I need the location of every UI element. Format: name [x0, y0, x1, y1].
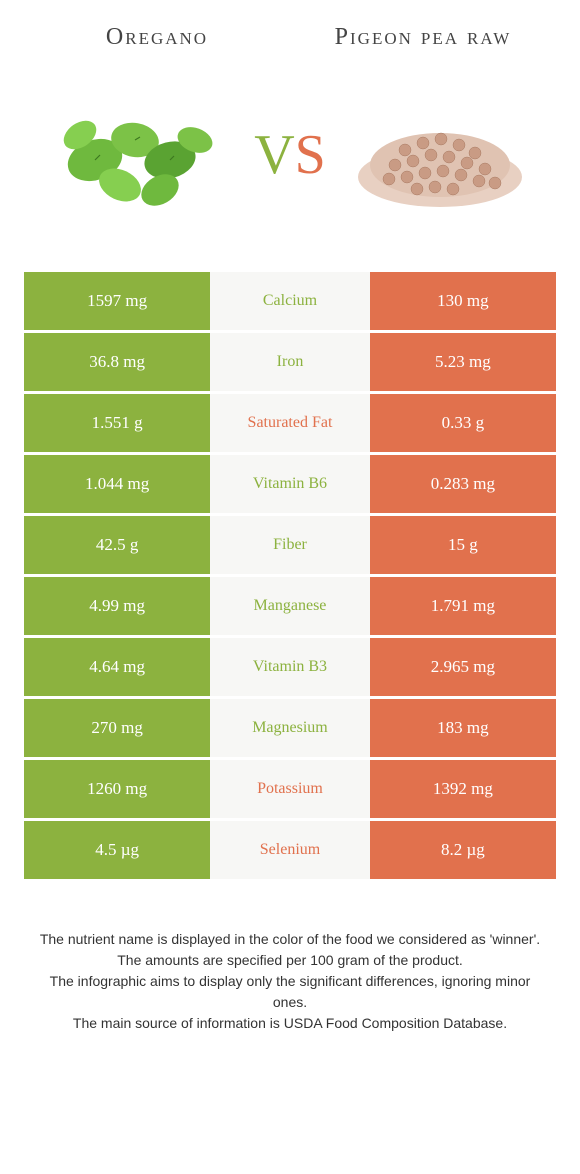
table-row: 1597 mgCalcium130 mg	[24, 272, 556, 330]
table-row: 4.5 µgSelenium8.2 µg	[24, 821, 556, 879]
footer-line: The amounts are specified per 100 gram o…	[34, 950, 546, 971]
nutrient-label: Saturated Fat	[210, 394, 370, 452]
footer-notes: The nutrient name is displayed in the co…	[24, 929, 556, 1034]
right-value: 15 g	[370, 516, 556, 574]
left-value: 42.5 g	[24, 516, 210, 574]
nutrient-label: Vitamin B6	[210, 455, 370, 513]
pigeon-pea-pile-icon	[358, 133, 522, 207]
nutrient-label: Fiber	[210, 516, 370, 574]
right-value: 183 mg	[370, 699, 556, 757]
table-row: 270 mgMagnesium183 mg	[24, 699, 556, 757]
vs-v: V	[254, 124, 294, 186]
left-value: 36.8 mg	[24, 333, 210, 391]
right-value: 0.33 g	[370, 394, 556, 452]
vs-s: S	[295, 124, 326, 186]
pigeon-pea-image	[335, 80, 545, 230]
nutrient-label: Manganese	[210, 577, 370, 635]
right-value: 130 mg	[370, 272, 556, 330]
oregano-image	[35, 80, 245, 230]
left-value: 4.99 mg	[24, 577, 210, 635]
left-value: 270 mg	[24, 699, 210, 757]
table-row: 1.551 gSaturated Fat0.33 g	[24, 394, 556, 452]
footer-line: The infographic aims to display only the…	[34, 971, 546, 1013]
footer-line: The main source of information is USDA F…	[34, 1013, 546, 1034]
left-value: 4.5 µg	[24, 821, 210, 879]
vs-label: VS	[245, 123, 335, 187]
table-row: 42.5 gFiber15 g	[24, 516, 556, 574]
titles-row: Oregano Pigeon pea raw	[24, 24, 556, 52]
nutrient-table: 1597 mgCalcium130 mg36.8 mgIron5.23 mg1.…	[24, 272, 556, 879]
right-food-title: Pigeon pea raw	[290, 24, 556, 52]
right-value: 2.965 mg	[370, 638, 556, 696]
left-value: 1.044 mg	[24, 455, 210, 513]
table-row: 1260 mgPotassium1392 mg	[24, 760, 556, 818]
right-value: 5.23 mg	[370, 333, 556, 391]
left-value: 1597 mg	[24, 272, 210, 330]
nutrient-label: Potassium	[210, 760, 370, 818]
table-row: 1.044 mgVitamin B60.283 mg	[24, 455, 556, 513]
nutrient-label: Vitamin B3	[210, 638, 370, 696]
right-value: 1.791 mg	[370, 577, 556, 635]
right-value: 1392 mg	[370, 760, 556, 818]
left-value: 1.551 g	[24, 394, 210, 452]
right-value: 0.283 mg	[370, 455, 556, 513]
images-row: VS	[24, 70, 556, 240]
table-row: 36.8 mgIron5.23 mg	[24, 333, 556, 391]
left-value: 1260 mg	[24, 760, 210, 818]
left-food-title: Oregano	[24, 24, 290, 52]
nutrient-label: Calcium	[210, 272, 370, 330]
nutrient-label: Selenium	[210, 821, 370, 879]
nutrient-label: Iron	[210, 333, 370, 391]
right-value: 8.2 µg	[370, 821, 556, 879]
nutrient-label: Magnesium	[210, 699, 370, 757]
table-row: 4.99 mgManganese1.791 mg	[24, 577, 556, 635]
footer-line: The nutrient name is displayed in the co…	[34, 929, 546, 950]
left-value: 4.64 mg	[24, 638, 210, 696]
table-row: 4.64 mgVitamin B32.965 mg	[24, 638, 556, 696]
oregano-leaves-icon	[58, 114, 216, 211]
